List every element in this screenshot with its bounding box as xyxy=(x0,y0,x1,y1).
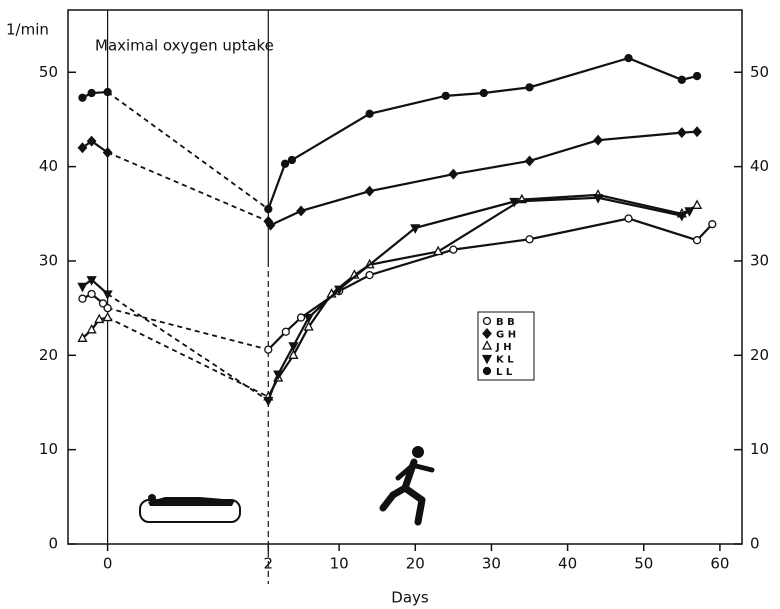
point xyxy=(88,90,95,97)
point xyxy=(442,92,449,99)
point xyxy=(104,89,111,96)
point xyxy=(709,221,716,228)
point xyxy=(104,313,112,321)
point xyxy=(366,110,373,117)
y-tick-label: 40 xyxy=(39,157,58,175)
legend-label: K L xyxy=(496,355,514,366)
legend-label: B B xyxy=(496,317,515,328)
y2-tick-label: 40 xyxy=(750,157,769,175)
point xyxy=(104,305,111,312)
point xyxy=(678,128,686,137)
series-connector xyxy=(108,294,269,401)
point xyxy=(78,283,86,291)
point xyxy=(104,291,112,299)
x-tick-label: 20 xyxy=(406,555,425,573)
point xyxy=(594,136,602,145)
point xyxy=(625,55,632,62)
y-tick-label: 30 xyxy=(39,251,58,269)
y2-tick-label: 50 xyxy=(750,63,769,81)
runner-icon xyxy=(383,446,432,522)
chart: Maximal oxygen uptake 1/min Days 0 10 20 30… xyxy=(0,0,780,609)
y-tick-label: 0 xyxy=(48,535,58,553)
legend-marker xyxy=(484,318,491,325)
page: Maximal oxygen uptake 1/min Days 0 10 20 30… xyxy=(0,0,780,609)
point xyxy=(366,272,373,279)
y2-tick-label: 10 xyxy=(750,440,769,458)
x-tick-label: 50 xyxy=(634,555,653,573)
point xyxy=(625,215,632,222)
point xyxy=(526,236,533,243)
point xyxy=(264,398,272,406)
legend-marker xyxy=(484,368,491,375)
series-connector xyxy=(108,92,269,209)
y2-tick-label: 20 xyxy=(750,346,769,364)
point xyxy=(694,73,701,80)
point xyxy=(265,206,272,213)
point xyxy=(678,76,685,83)
y-axis-label: 1/min xyxy=(6,21,49,39)
x-tick-label: 60 xyxy=(710,555,729,573)
x-axis-label: Days xyxy=(391,589,429,607)
x-tick-label: 30 xyxy=(482,555,501,573)
point xyxy=(480,90,487,97)
point xyxy=(297,206,305,215)
point xyxy=(282,160,289,167)
y-tick-label: 20 xyxy=(39,346,58,364)
point xyxy=(288,157,295,164)
legend-label: L L xyxy=(496,367,513,378)
point xyxy=(693,127,701,136)
point xyxy=(79,94,86,101)
chart-title: Maximal oxygen uptake xyxy=(95,37,274,55)
point xyxy=(526,84,533,91)
point xyxy=(694,237,701,244)
y2-tick-label: 0 xyxy=(750,535,760,553)
point xyxy=(88,290,95,297)
bed-icon xyxy=(140,494,240,522)
series-connector xyxy=(108,152,269,221)
point xyxy=(282,328,289,335)
series-line xyxy=(268,132,697,225)
point xyxy=(450,246,457,253)
series-connector xyxy=(108,308,269,350)
legend-label: J H xyxy=(495,342,512,353)
point xyxy=(526,156,534,165)
point xyxy=(265,346,272,353)
point xyxy=(366,187,374,196)
point xyxy=(298,314,305,321)
point xyxy=(449,170,457,179)
x-tick-label: 0 xyxy=(103,555,113,573)
series-line xyxy=(268,58,697,209)
x-tick-label: 10 xyxy=(330,555,349,573)
x-tick-label: 40 xyxy=(558,555,577,573)
point xyxy=(79,295,86,302)
y-tick-label: 50 xyxy=(39,63,58,81)
plot-frame xyxy=(68,10,742,544)
point xyxy=(693,201,701,209)
y-tick-label: 10 xyxy=(39,440,58,458)
y2-tick-label: 30 xyxy=(750,251,769,269)
legend-label: G H xyxy=(496,330,516,341)
